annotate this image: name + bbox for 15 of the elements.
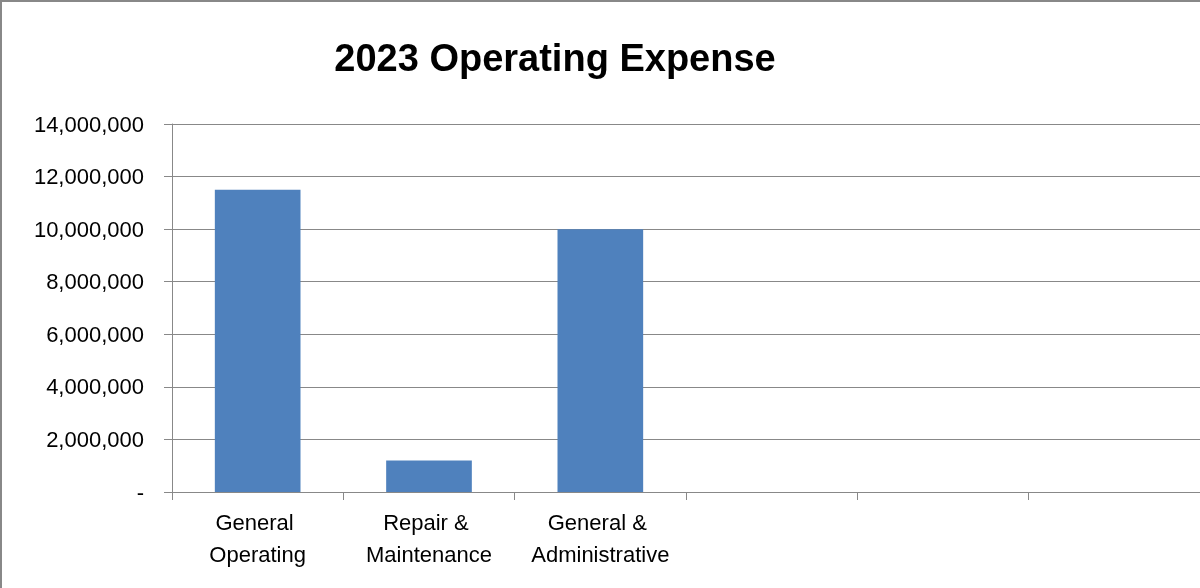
x-tick-label: General & Administrative	[531, 509, 670, 567]
y-tick-label: 10,000,000	[33, 216, 144, 242]
y-tick-label: 2,000,000	[46, 426, 144, 452]
y-tick-label: 6,000,000	[46, 321, 144, 347]
x-tick-label: Repair & Maintenance	[366, 509, 492, 567]
y-tick-label: 14,000,000	[33, 111, 144, 137]
bar	[214, 189, 301, 492]
y-tick-label: 8,000,000	[46, 269, 144, 295]
y-tick-label: 12,000,000	[33, 164, 144, 190]
x-tick-label: General Operating	[209, 509, 306, 567]
y-tick-label: -	[136, 479, 144, 505]
chart-title: 2023 Operating Expense	[334, 37, 776, 79]
bar	[557, 229, 644, 492]
y-tick-label: 4,000,000	[46, 374, 144, 400]
bar	[386, 460, 472, 492]
